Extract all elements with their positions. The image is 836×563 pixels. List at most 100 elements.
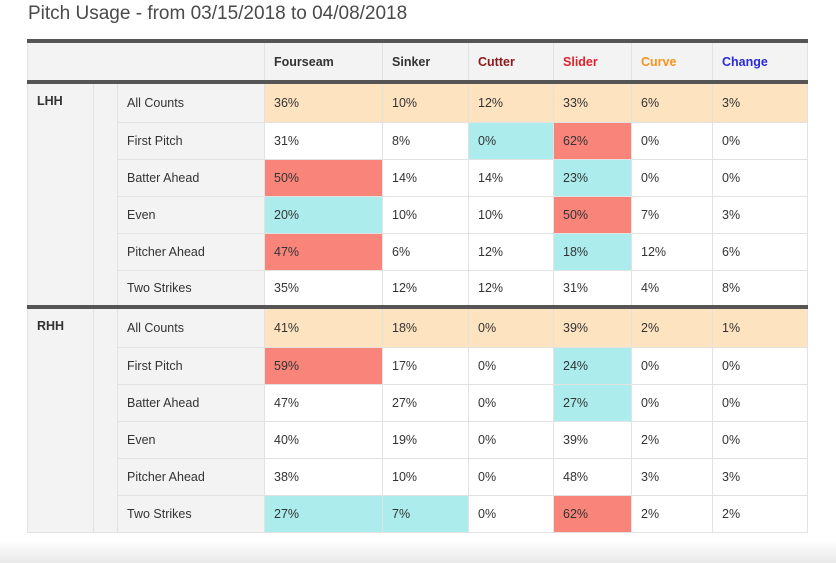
pitch-usage-cell: 0%: [712, 346, 809, 385]
table-row: Two Strikes 27% 7% 0% 62% 2% 2%: [28, 494, 809, 533]
pitch-usage-cell: 39%: [553, 420, 633, 459]
pitch-usage-cell: 50%: [264, 158, 384, 197]
pitch-usage-cell: 14%: [382, 158, 470, 197]
pitch-usage-cell: 10%: [382, 195, 470, 234]
table-header-row: Fourseam Sinker Cutter Slider Curve Chan…: [26, 41, 809, 83]
count-situation-label: Pitcher Ahead: [116, 232, 266, 271]
pitch-usage-cell: 62%: [553, 494, 633, 533]
pitch-usage-cell: 0%: [712, 420, 809, 459]
pitch-usage-cell: 18%: [553, 232, 633, 271]
pitch-usage-cell: 0%: [468, 457, 555, 496]
column-header-fourseam[interactable]: Fourseam: [264, 41, 384, 83]
pitch-usage-table: Fourseam Sinker Cutter Slider Curve Chan…: [26, 39, 809, 533]
group-spacer-cell: [93, 80, 118, 308]
pitch-usage-cell: 18%: [382, 305, 470, 348]
batter-hand-label: LHH: [27, 80, 94, 308]
pitch-usage-cell: 10%: [382, 457, 470, 496]
pitch-usage-cell: 0%: [468, 305, 555, 348]
count-situation-label: All Counts: [116, 305, 266, 348]
table-row: Batter Ahead 47% 27% 0% 27% 0% 0%: [28, 383, 809, 422]
pitch-usage-cell: 14%: [468, 158, 555, 197]
bottom-shadow-band: [0, 541, 836, 563]
table-row: LHH All Counts 36% 10% 12% 33% 6% 3%: [27, 80, 809, 308]
pitch-usage-cell: 27%: [553, 383, 633, 422]
pitch-usage-cell: 20%: [264, 195, 384, 234]
pitch-usage-cell: 12%: [468, 80, 555, 123]
count-situation-label: Batter Ahead: [116, 383, 266, 422]
pitch-usage-cell: 36%: [264, 80, 384, 123]
pitch-usage-cell: 0%: [712, 121, 809, 160]
table-row: Batter Ahead 50% 14% 14% 23% 0% 0%: [28, 158, 809, 197]
table-row: Pitcher Ahead 38% 10% 0% 48% 3% 3%: [28, 457, 809, 496]
group-spacer-cell: [93, 305, 118, 533]
pitch-usage-cell: 3%: [712, 195, 809, 234]
pitch-usage-cell: 3%: [631, 457, 714, 496]
pitch-usage-cell: 0%: [468, 121, 555, 160]
count-situation-label: Two Strikes: [116, 494, 266, 533]
pitch-usage-cell: 31%: [553, 269, 633, 308]
count-situation-label: Even: [116, 420, 266, 459]
table-row: First Pitch 31% 8% 0% 62% 0% 0%: [28, 121, 809, 160]
pitch-usage-cell: 7%: [631, 195, 714, 234]
table-row: Pitcher Ahead 47% 6% 12% 18% 12% 6%: [28, 232, 809, 271]
header-blank-cell: [26, 41, 266, 83]
pitch-usage-cell: 23%: [553, 158, 633, 197]
table-row: Even 40% 19% 0% 39% 2% 0%: [28, 420, 809, 459]
pitch-usage-cell: 33%: [553, 80, 633, 123]
column-header-change[interactable]: Change: [712, 41, 809, 83]
pitch-usage-cell: 27%: [382, 383, 470, 422]
pitch-usage-cell: 12%: [468, 232, 555, 271]
pitch-usage-cell: 39%: [553, 305, 633, 348]
pitch-usage-cell: 31%: [264, 121, 384, 160]
pitch-usage-cell: 3%: [712, 457, 809, 496]
pitch-usage-cell: 0%: [631, 383, 714, 422]
pitch-usage-cell: 17%: [382, 346, 470, 385]
pitch-usage-table-container: Fourseam Sinker Cutter Slider Curve Chan…: [26, 39, 809, 533]
column-header-curve[interactable]: Curve: [631, 41, 714, 83]
column-header-slider[interactable]: Slider: [553, 41, 633, 83]
table-row: Even 20% 10% 10% 50% 7% 3%: [28, 195, 809, 234]
pitch-usage-cell: 24%: [553, 346, 633, 385]
pitch-usage-cell: 1%: [712, 305, 809, 348]
count-situation-label: First Pitch: [116, 121, 266, 160]
pitch-usage-cell: 59%: [264, 346, 384, 385]
count-situation-label: Pitcher Ahead: [116, 457, 266, 496]
pitch-usage-cell: 6%: [712, 232, 809, 271]
pitch-usage-cell: 38%: [264, 457, 384, 496]
pitch-usage-cell: 40%: [264, 420, 384, 459]
table-row: RHH All Counts 41% 18% 0% 39% 2% 1%: [27, 305, 809, 533]
table-body: LHH All Counts 36% 10% 12% 33% 6% 3% First Pitch…: [27, 80, 809, 533]
pitch-usage-cell: 6%: [631, 80, 714, 123]
pitch-usage-cell: 12%: [631, 232, 714, 271]
batter-hand-label: RHH: [27, 305, 94, 533]
count-situation-label: First Pitch: [116, 346, 266, 385]
table-row: First Pitch 59% 17% 0% 24% 0% 0%: [28, 346, 809, 385]
pitch-usage-cell: 0%: [468, 383, 555, 422]
pitch-usage-cell: 12%: [382, 269, 470, 308]
column-header-cutter[interactable]: Cutter: [468, 41, 555, 83]
page-title: Pitch Usage - from 03/15/2018 to 04/08/2…: [28, 3, 408, 24]
pitch-usage-cell: 2%: [631, 420, 714, 459]
pitch-usage-cell: 2%: [712, 494, 809, 533]
pitch-usage-cell: 4%: [631, 269, 714, 308]
pitch-usage-cell: 62%: [553, 121, 633, 160]
pitch-usage-cell: 41%: [264, 305, 384, 348]
pitch-usage-cell: 2%: [631, 305, 714, 348]
pitch-usage-cell: 48%: [553, 457, 633, 496]
pitch-usage-cell: 19%: [382, 420, 470, 459]
table-row: Two Strikes 35% 12% 12% 31% 4% 8%: [28, 269, 809, 308]
pitch-usage-cell: 6%: [382, 232, 470, 271]
pitch-usage-cell: 50%: [553, 195, 633, 234]
pitch-usage-cell: 27%: [264, 494, 384, 533]
count-situation-label: All Counts: [116, 80, 266, 123]
count-situation-label: Batter Ahead: [116, 158, 266, 197]
count-situation-label: Even: [116, 195, 266, 234]
pitch-usage-cell: 0%: [631, 346, 714, 385]
pitch-usage-cell: 35%: [264, 269, 384, 308]
pitch-usage-cell: 3%: [712, 80, 809, 123]
pitch-usage-cell: 0%: [468, 346, 555, 385]
pitch-usage-cell: 0%: [712, 158, 809, 197]
column-header-sinker[interactable]: Sinker: [382, 41, 470, 83]
pitch-usage-cell: 0%: [712, 383, 809, 422]
pitch-usage-cell: 47%: [264, 383, 384, 422]
